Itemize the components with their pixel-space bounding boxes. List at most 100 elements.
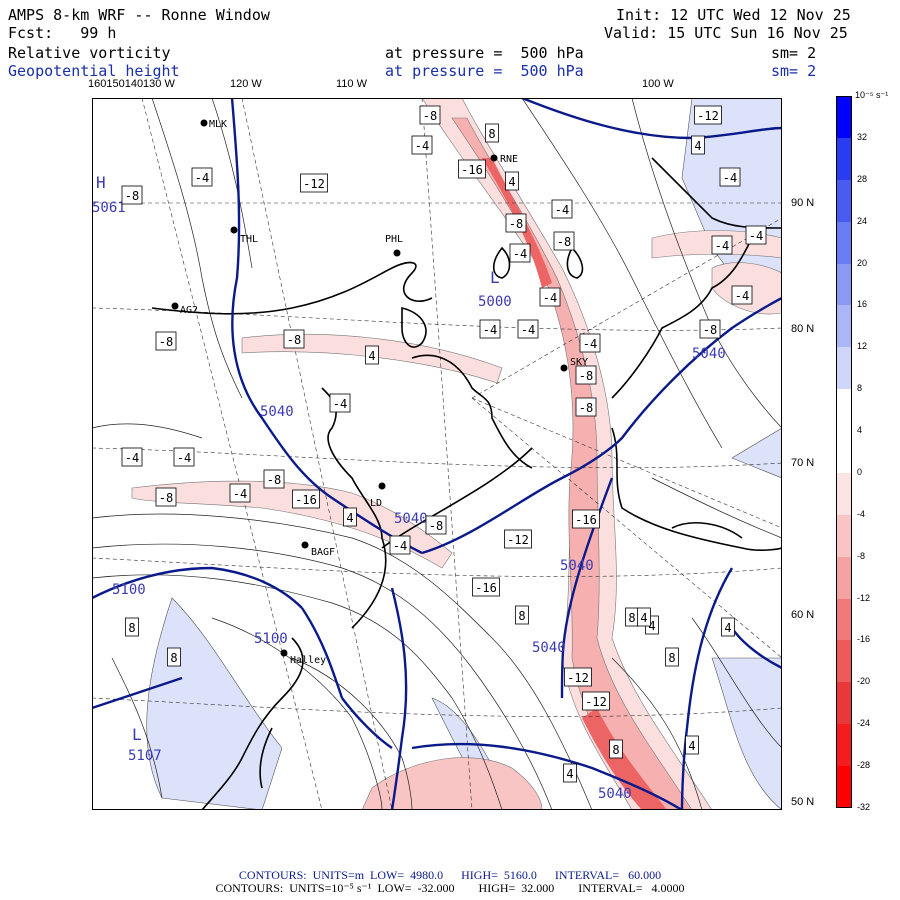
- vorticity-label-box: [517, 319, 539, 339]
- colorbar-segment: [836, 389, 852, 432]
- vorticity-label: 8: [612, 743, 619, 757]
- field2-level: at pressure = 500 hPa: [385, 62, 584, 80]
- colorbar-tick-label: 32: [857, 131, 868, 142]
- vorticity-label-box: [551, 199, 573, 219]
- colorbar-tick-label: 8: [857, 383, 863, 394]
- station-label: SKY: [570, 357, 588, 368]
- station-markers: [171, 119, 568, 657]
- colorbar-tick-label: -8: [857, 550, 866, 561]
- vorticity-label-box: [283, 329, 305, 349]
- lon-label-100w: 100 W: [642, 78, 674, 90]
- height-contour-label: 5040: [692, 346, 726, 362]
- colorbar-segment: [836, 137, 852, 181]
- vorticity-label: -12: [303, 177, 325, 191]
- height-contour-label: 5100: [112, 582, 146, 598]
- vorticity-label-box: [553, 231, 575, 251]
- colorbar-tick-label: 16: [857, 299, 868, 310]
- field1-level: at pressure = 500 hPa: [385, 44, 584, 62]
- colorbar-segment: [836, 221, 852, 265]
- vorticity-label: 4: [368, 349, 375, 363]
- vorticity-label: -8: [429, 519, 443, 533]
- vorticity-label-box: [155, 331, 177, 351]
- vorticity-label-box: [665, 647, 679, 667]
- low-marker: L: [490, 268, 500, 287]
- high-marker: H: [96, 173, 106, 192]
- colorbar-segment: [836, 96, 852, 139]
- vorticity-label: 4: [508, 175, 515, 189]
- lat-label-90n: 90 N: [791, 197, 815, 209]
- vorticity-label-box: [637, 607, 651, 627]
- low-value: 5000: [478, 294, 512, 310]
- lon-label-110w: 110 W: [336, 78, 367, 90]
- vorticity-label: -4: [735, 289, 749, 303]
- vorticity-label-box: [711, 235, 733, 255]
- vorticity-label: -8: [159, 491, 173, 505]
- colorbar-tick-label: -20: [857, 676, 871, 687]
- colorbar-segment: [836, 724, 852, 767]
- vorticity-label: -4: [233, 487, 247, 501]
- lat-label-60n: 60 N: [791, 609, 815, 621]
- colorbar-tick-label: -24: [857, 718, 871, 729]
- vorticity-label: 8: [518, 609, 525, 623]
- lat-label-50n: 50 N: [791, 796, 815, 808]
- colorbar-segment: [836, 347, 852, 390]
- vorticity-label-box: [609, 739, 623, 759]
- vorticity-label-box: [472, 577, 500, 597]
- colorbar-tick-label: -16: [857, 634, 871, 645]
- station-label: BAGF: [311, 547, 335, 558]
- vorticity-label-box: [699, 319, 721, 339]
- vorticity-label: -4: [415, 139, 429, 153]
- low-marker: L: [132, 725, 142, 744]
- colorbar-tick-label: 20: [857, 257, 868, 268]
- colorbar-segment: [836, 431, 852, 474]
- vorticity-label: -4: [749, 229, 763, 243]
- vorticity-label: 4: [688, 739, 695, 753]
- vorticity-label: 8: [170, 651, 177, 665]
- vorticity-label-box: [121, 185, 143, 205]
- vorticity-label: -4: [521, 323, 535, 337]
- vorticity-label-box: [731, 285, 753, 305]
- vorticity-label-box: [694, 105, 722, 125]
- vorticity-label: -12: [507, 533, 529, 547]
- vorticity-label-box: [539, 287, 561, 307]
- vorticity-label: 8: [128, 621, 135, 635]
- colorbar-unit: 10⁻⁵ s⁻¹: [855, 90, 889, 100]
- vorticity-label: -4: [393, 539, 407, 553]
- vorticity-label: 8: [668, 651, 675, 665]
- vorticity-label-box: [125, 617, 139, 637]
- vorticity-height-map: MLK RNE THL PHL AG2 SKY LD BAGF Halley H 5061 L 5000…: [92, 98, 782, 810]
- vorticity-label-box: [389, 535, 411, 555]
- colorbar-tick-label: -28: [857, 760, 871, 771]
- height-contour-label: 5100: [254, 631, 288, 647]
- colorbar-tick-label: 24: [857, 215, 868, 226]
- vorticity-label-box: [425, 515, 447, 535]
- forecast-hour: Fcst: 99 h: [8, 24, 117, 42]
- vorticity-label-box: [173, 447, 195, 467]
- vorticity-label-box: [505, 213, 527, 233]
- colorbar-tick-label: -32: [857, 802, 871, 812]
- lat-label-80n: 80 N: [791, 323, 815, 335]
- vorticity-contours: [92, 98, 782, 810]
- station-label: LD: [370, 498, 382, 509]
- station-label: MLK: [209, 119, 227, 130]
- vorticity-label-box: [505, 171, 519, 191]
- map-labels-layer: MLK RNE THL PHL AG2 SKY LD BAGF Halley H 5061 L 5000…: [92, 105, 767, 802]
- vorticity-label: -8: [509, 217, 523, 231]
- vorticity-label: -8: [579, 369, 593, 383]
- field2-name: Geopotential height: [8, 62, 180, 80]
- vorticity-label-box: [479, 319, 501, 339]
- height-contour-label: 5040: [260, 404, 294, 420]
- height-contour-label: 5040: [598, 786, 632, 802]
- vorticity-label-box: [745, 225, 767, 245]
- vorticity-label-box: [155, 487, 177, 507]
- vorticity-label: -16: [475, 581, 497, 595]
- colorbar-segment: [836, 305, 852, 348]
- vorticity-label: -8: [125, 189, 139, 203]
- colorbar-segment: [836, 514, 852, 558]
- vorticity-label-box: [504, 529, 532, 549]
- vorticity-label: -8: [579, 401, 593, 415]
- vorticity-label: -8: [287, 333, 301, 347]
- colorbar-segment: [836, 556, 852, 600]
- height-contour-label: 5040: [394, 511, 428, 527]
- vorticity-label: -4: [555, 203, 569, 217]
